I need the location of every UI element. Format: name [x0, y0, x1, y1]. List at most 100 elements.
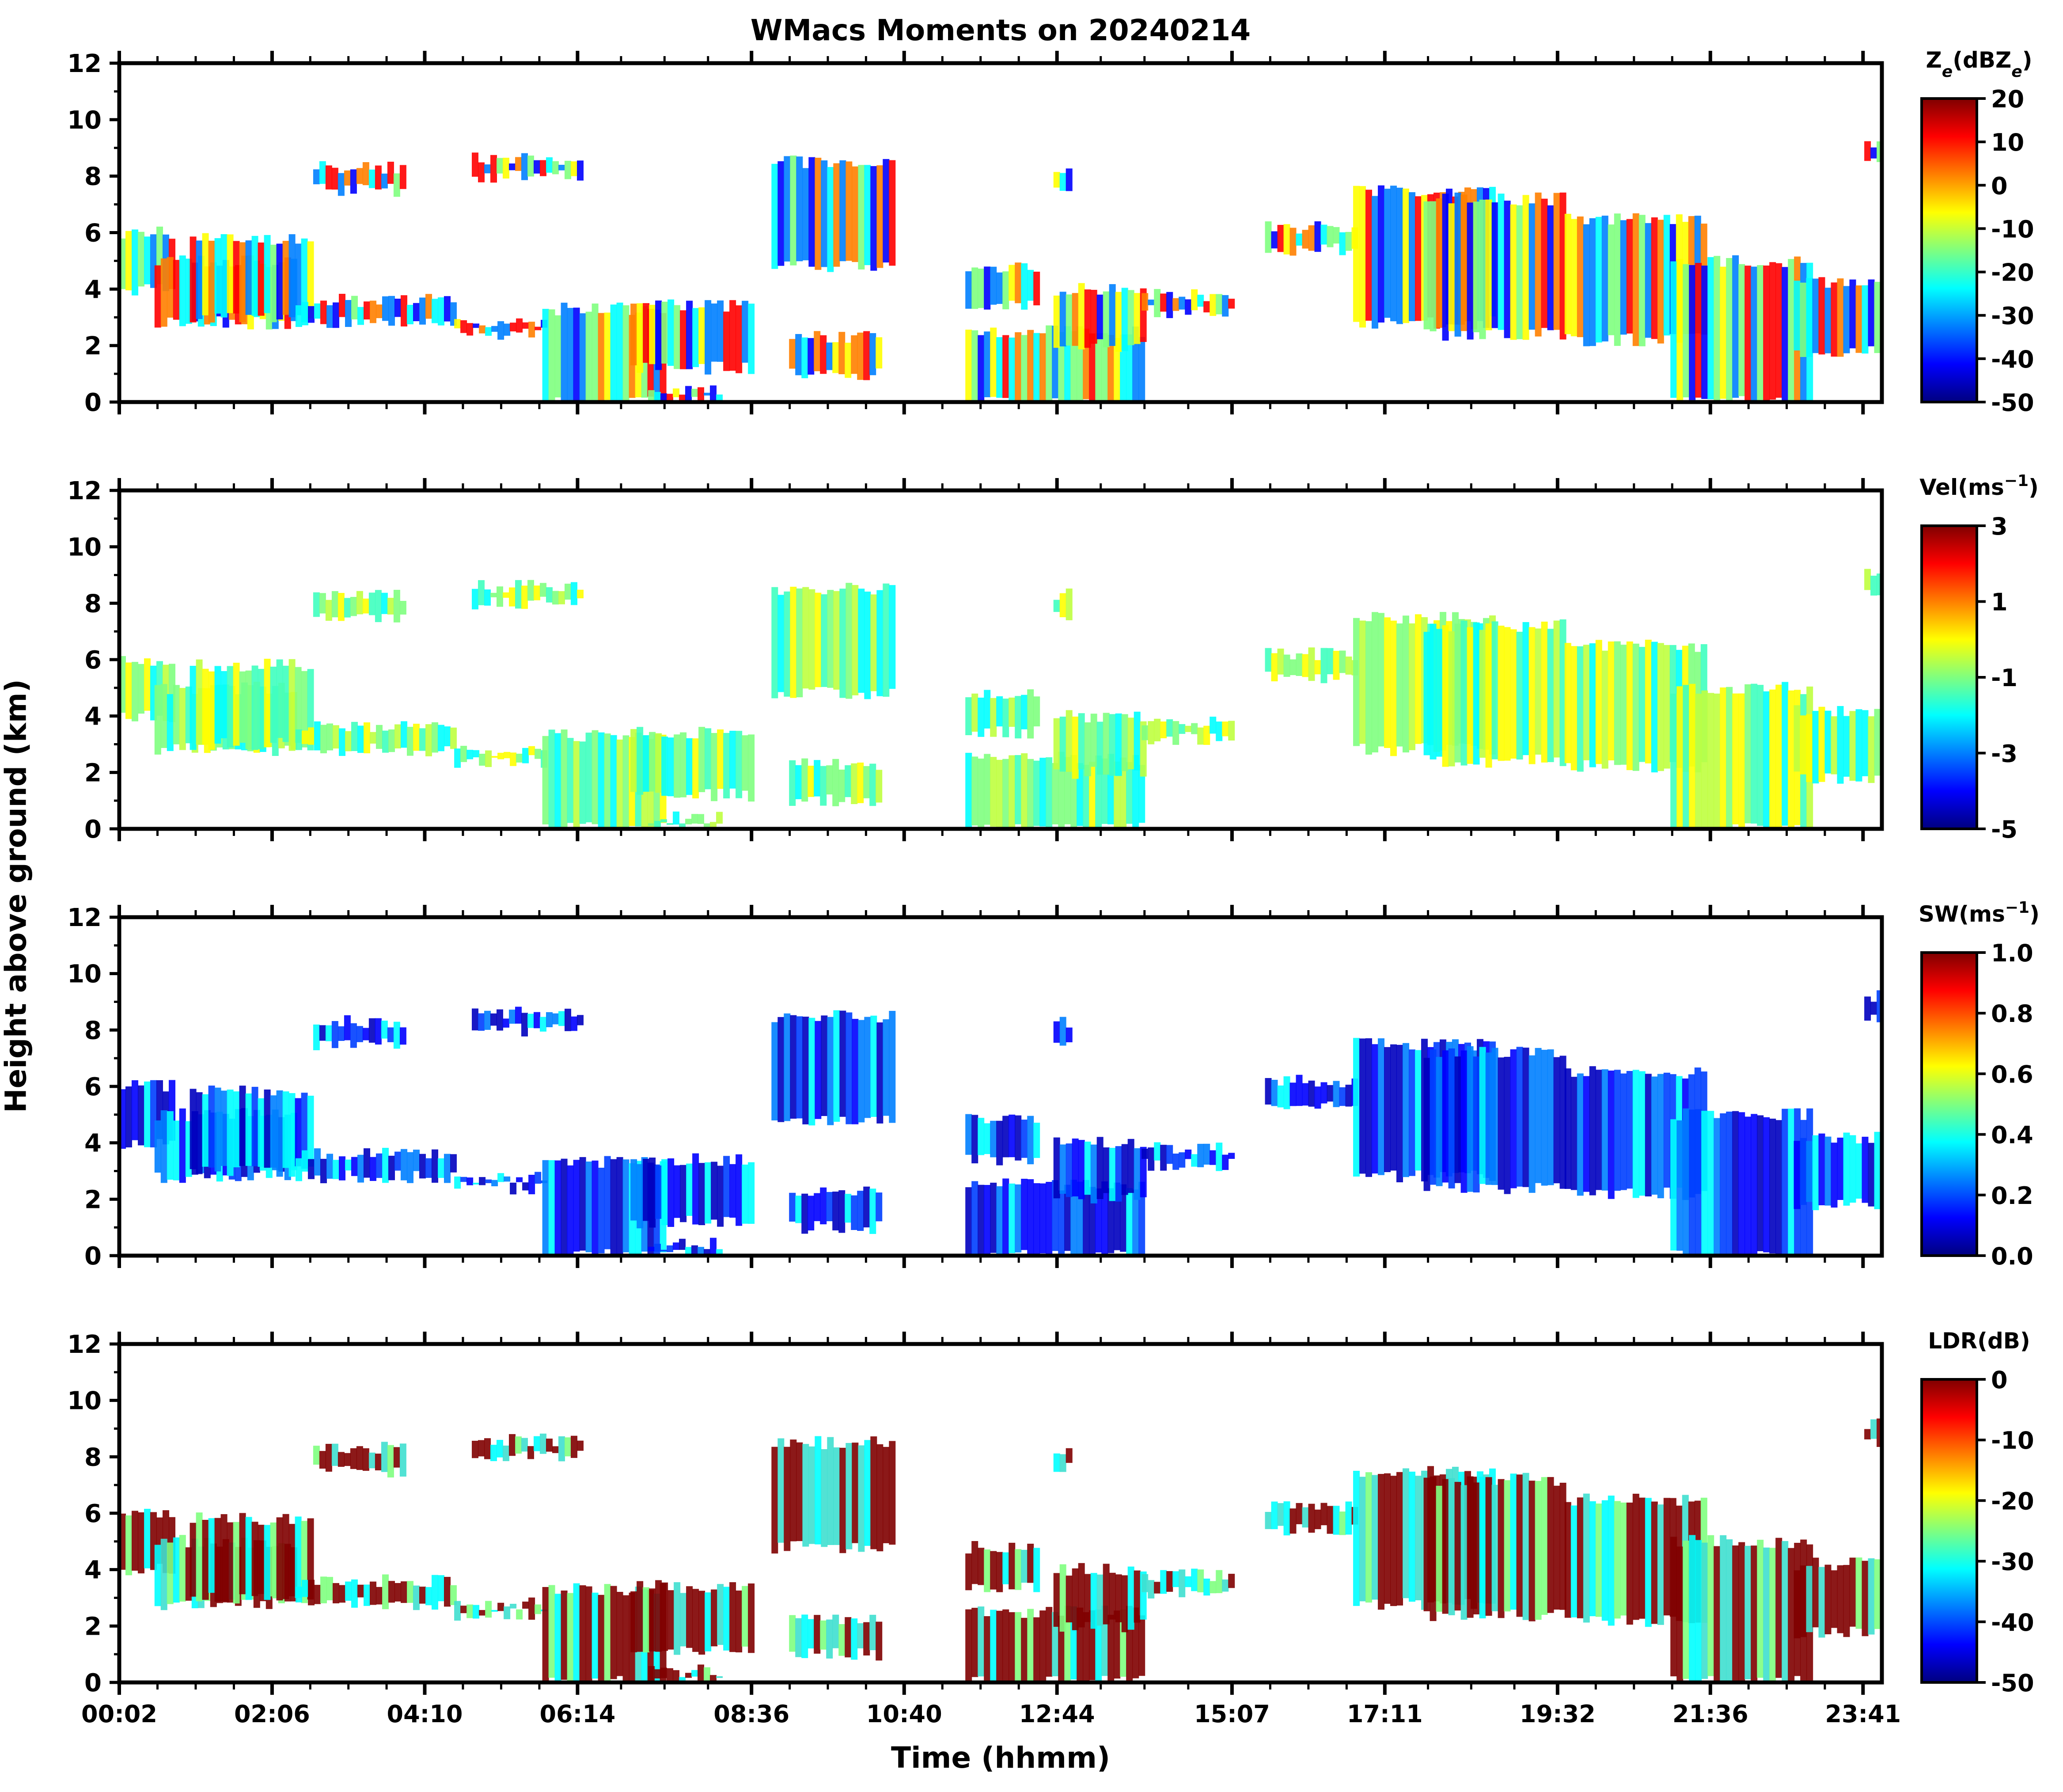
- echo-strip: [438, 725, 444, 752]
- echo-strip: [1107, 1188, 1115, 1253]
- echo-strip: [673, 388, 679, 398]
- echo-strip: [984, 754, 991, 825]
- echo-strip: [996, 696, 1003, 727]
- echo-strip: [387, 598, 394, 615]
- echo-strip: [1059, 1454, 1066, 1472]
- echo-strip: [1553, 1485, 1560, 1610]
- colorbar-label: LDR(dB): [1928, 1328, 2030, 1354]
- echo-strip: [1084, 1141, 1091, 1195]
- echo-strip: [1751, 683, 1758, 824]
- echo-strip: [852, 585, 859, 695]
- echo-strip: [1638, 215, 1646, 346]
- echo-strip: [857, 1191, 864, 1231]
- echo-strip: [1046, 1607, 1053, 1677]
- echo-strip: [808, 1446, 815, 1544]
- echo-strip: [571, 582, 577, 605]
- echo-strip: [326, 1577, 333, 1601]
- echo-strip: [282, 665, 289, 742]
- echo-strip: [637, 1581, 644, 1652]
- echo-strip: [154, 265, 161, 328]
- echo-strip: [691, 814, 698, 824]
- echo-strip: [1070, 331, 1077, 402]
- echo-strip: [1138, 1615, 1145, 1676]
- echo-strip: [1033, 1548, 1040, 1592]
- echo-strip: [1053, 600, 1060, 612]
- echo-strip: [1510, 1049, 1517, 1188]
- echo-strip: [1473, 622, 1480, 765]
- echo-strip: [742, 1586, 749, 1647]
- echo-strip: [484, 1438, 491, 1459]
- echo-strip: [258, 668, 265, 749]
- echo-strip: [132, 229, 138, 296]
- echo-strip: [1191, 723, 1198, 734]
- echo-strip: [1683, 264, 1690, 398]
- echo-strip: [1837, 1565, 1844, 1633]
- echo-strip: [978, 269, 985, 308]
- echo-strip: [571, 161, 577, 176]
- echo-strip: [1547, 629, 1554, 762]
- echo-strip: [1824, 288, 1832, 353]
- echo-strip: [1084, 1574, 1091, 1622]
- echo-strip: [1302, 1083, 1309, 1106]
- echo-strip: [432, 722, 438, 753]
- echo-strip: [1015, 1549, 1022, 1590]
- echo-strip: [571, 1435, 577, 1458]
- echo-strip: [196, 1512, 203, 1602]
- echo-strip: [839, 1010, 846, 1117]
- echo-strip: [528, 746, 535, 756]
- echo-strip: [370, 1157, 376, 1181]
- echo-strip: [864, 1017, 871, 1118]
- echo-strip: [802, 587, 809, 689]
- echo-strip: [1107, 335, 1115, 402]
- echo-strip: [777, 161, 785, 266]
- echo-strip: [1436, 1485, 1443, 1612]
- echo-strip: [548, 1160, 555, 1256]
- echo-strip: [276, 659, 283, 738]
- colorbar-tick-label: -40: [1991, 345, 2034, 373]
- echo-strip: [1614, 641, 1621, 765]
- echo-strip: [1638, 1497, 1646, 1619]
- echo-strip: [680, 310, 687, 369]
- echo-strip: [795, 334, 802, 376]
- echo-strip: [820, 766, 827, 806]
- echo-strip: [610, 1159, 617, 1256]
- echo-strip: [1160, 721, 1167, 738]
- echo-strip: [660, 1249, 667, 1252]
- echo-strip: [1089, 762, 1096, 829]
- echo-strip: [1283, 1501, 1290, 1536]
- echo-strip: [1670, 261, 1677, 398]
- echo-strip: [1134, 1148, 1141, 1200]
- y-tick-label: 0: [84, 1242, 102, 1271]
- echo-strip: [1222, 1579, 1229, 1592]
- echo-strip: [1333, 227, 1340, 244]
- echo-strip: [484, 589, 491, 606]
- echo-strip: [264, 659, 271, 748]
- echo-strip: [1148, 1147, 1155, 1171]
- echo-strip: [1197, 727, 1204, 745]
- echo-strip: [1089, 1187, 1096, 1256]
- echo-strip: [1775, 1538, 1782, 1678]
- echo-strip: [325, 600, 332, 621]
- y-tick-label: 4: [84, 1129, 102, 1158]
- echo-strip: [996, 759, 1003, 829]
- echo-strip: [1058, 1615, 1065, 1682]
- echo-strip: [1570, 1077, 1578, 1190]
- echo-strip: [1707, 1535, 1714, 1676]
- echo-strip: [771, 1447, 778, 1554]
- echo-strip: [1864, 141, 1871, 161]
- echo-strip: [1862, 1560, 1869, 1636]
- x-tick-label: 12:44: [1019, 1700, 1095, 1728]
- echo-strip: [1021, 695, 1028, 729]
- echo-strip: [1289, 1082, 1297, 1106]
- echo-strip: [350, 1448, 357, 1469]
- echo-strip: [965, 1609, 972, 1682]
- echo-strip: [1015, 1115, 1022, 1161]
- echo-strip: [1210, 717, 1217, 734]
- echo-strip: [567, 308, 574, 401]
- echo-strip: [167, 694, 174, 751]
- echo-strip: [616, 1157, 623, 1255]
- echo-strip: [1228, 1574, 1235, 1588]
- echo-strip: [1021, 1179, 1028, 1250]
- echo-strip: [801, 337, 808, 379]
